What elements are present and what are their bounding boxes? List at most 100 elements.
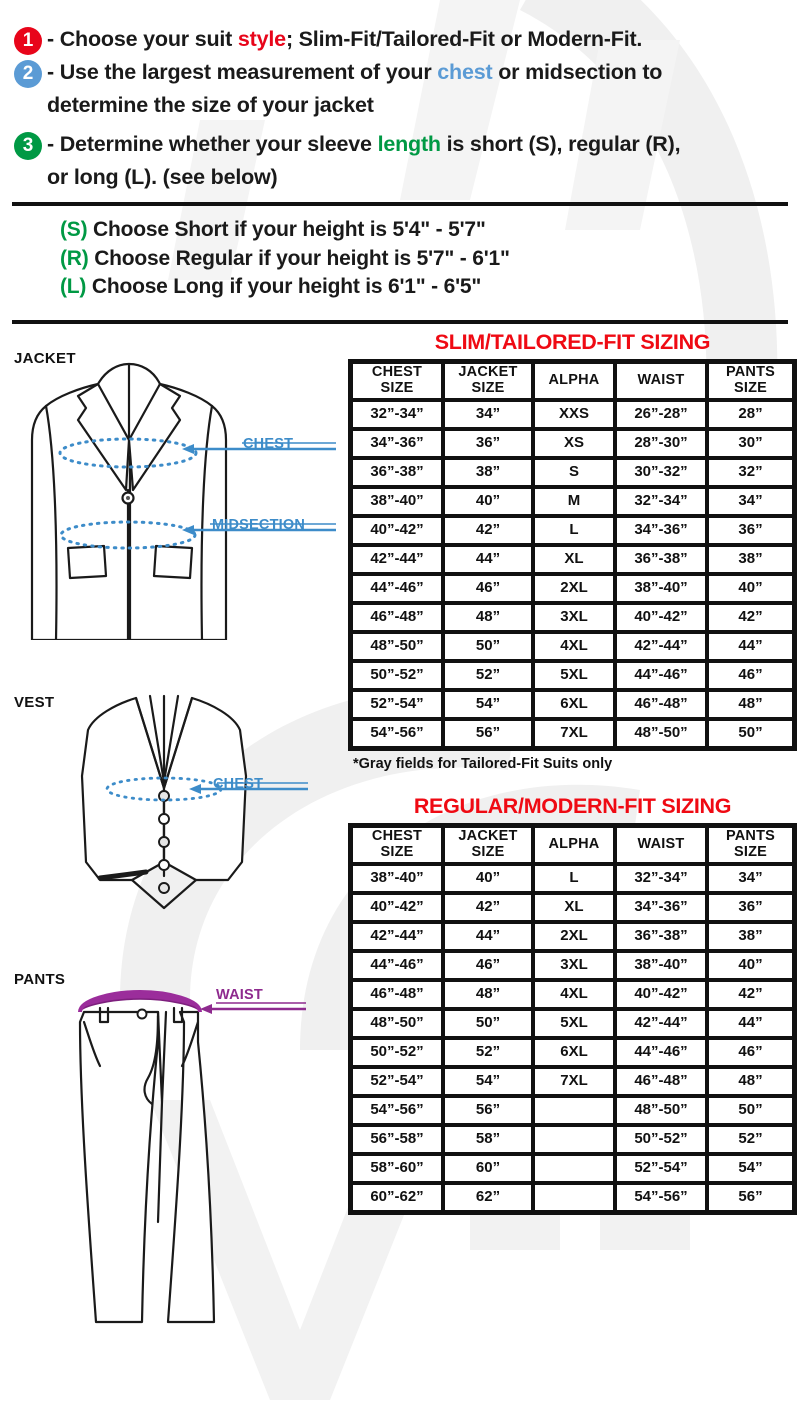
- table-row: 50”-52” 52” 5XL 44”-46” 46”: [351, 660, 794, 690]
- slim-cell-pants-7: 42”: [707, 602, 794, 632]
- regular-cell-chest-2: 42”-44”: [351, 921, 443, 951]
- slim-header-chest-l2: SIZE: [380, 379, 414, 396]
- instruction-2-suffix: or midsection to: [492, 60, 663, 84]
- table-row: 42”-44” 44” 2XL 36”-38” 38”: [351, 921, 794, 951]
- table-row: 44”-46” 46” 2XL 38”-40” 40”: [351, 573, 794, 603]
- regular-cell-chest-0: 38”-40”: [351, 863, 443, 893]
- regular-cell-waist-10: 52”-54”: [615, 1153, 707, 1183]
- slim-cell-alpha-2: S: [533, 457, 615, 487]
- regular-table-title: REGULAR/MODERN-FIT SIZING: [413, 793, 732, 818]
- slim-header-jacket-l1: JACKET: [458, 364, 518, 381]
- regular-cell-pants-11: 56”: [707, 1182, 794, 1212]
- jacket-midsection-label: MIDSECTION: [212, 516, 306, 533]
- jacket-label: JACKET: [14, 349, 76, 367]
- slim-cell-pants-5: 38”: [707, 544, 794, 574]
- regular-cell-alpha-0: L: [533, 863, 615, 893]
- regular-cell-jacket-9: 58”: [443, 1124, 533, 1154]
- vest-label: VEST: [14, 693, 55, 711]
- regular-cell-chest-9: 56”-58”: [351, 1124, 443, 1154]
- regular-modern-fit-table: CHEST SIZE JACKET SIZE ALPHA W: [348, 822, 797, 1215]
- regular-header-jacket-l2: SIZE: [471, 843, 505, 860]
- regular-header-pants-l1: PANTS: [725, 828, 776, 845]
- slim-header-pants-l2: SIZE: [733, 379, 768, 396]
- regular-cell-chest-4: 46”-48”: [351, 979, 443, 1009]
- midsection-measure-ellipse: [59, 520, 197, 550]
- regular-header-alpha: ALPHA: [533, 825, 615, 864]
- sizing-tables: SLIM/TAILORED-FIT SIZING CHEST SIZE JA: [345, 330, 800, 1215]
- regular-cell-pants-5: 44”: [707, 1008, 794, 1038]
- slim-header-alpha: ALPHA: [533, 361, 615, 400]
- regular-cell-chest-7: 52”-54”: [351, 1066, 443, 1096]
- regular-header-chest: CHEST SIZE: [351, 825, 443, 864]
- slim-table-header-row: CHEST SIZE JACKET SIZE ALPHA W: [351, 361, 794, 400]
- instruction-3-continuation-main: or long (L).: [47, 164, 157, 189]
- table-row: 58”-60” 60” 52”-54” 54”: [351, 1153, 794, 1183]
- regular-cell-alpha-11: [533, 1182, 615, 1212]
- table-row: 32”-34” 34” XXS 26”-28” 28”: [351, 399, 794, 429]
- pants-label: PANTS: [14, 970, 66, 988]
- slim-cell-alpha-3: M: [533, 486, 615, 516]
- divider-top: [12, 202, 788, 207]
- regular-cell-jacket-0: 40”: [443, 863, 533, 893]
- regular-cell-alpha-5: 5XL: [533, 1008, 615, 1038]
- regular-cell-alpha-4: 4XL: [533, 979, 615, 1009]
- instruction-step-1: 1 - Choose your suit style; Slim-Fit/Tai…: [14, 24, 786, 55]
- slim-cell-alpha-6: 2XL: [533, 573, 615, 603]
- regular-cell-pants-3: 40”: [707, 950, 794, 980]
- regular-table-body: 38”-40” 40” L 32”-34” 34” 40”-42” 42” XL 34”-36”…: [351, 863, 794, 1212]
- slim-cell-waist-8: 42”-44”: [615, 631, 707, 661]
- slim-cell-chest-7: 46”-48”: [351, 602, 443, 632]
- table-row: 52”-54” 54” 7XL 46”-48” 48”: [351, 1066, 794, 1096]
- vest-chest-label: CHEST: [213, 775, 264, 792]
- table-row: 38”-40” 40” M 32”-34” 34”: [351, 486, 794, 516]
- regular-cell-jacket-3: 46”: [443, 950, 533, 980]
- table-row: 52”-54” 54” 6XL 46”-48” 48”: [351, 689, 794, 719]
- table-row: 60”-62” 62” 54”-56” 56”: [351, 1182, 794, 1212]
- slim-cell-chest-9: 50”-52”: [351, 660, 443, 690]
- regular-cell-jacket-11: 62”: [443, 1182, 533, 1212]
- regular-cell-jacket-2: 44”: [443, 921, 533, 951]
- regular-cell-pants-0: 34”: [707, 863, 794, 893]
- regular-cell-alpha-8: [533, 1095, 615, 1125]
- slim-cell-jacket-3: 40”: [443, 486, 533, 516]
- slim-header-waist: WAIST: [615, 361, 707, 400]
- table-row: 44”-46” 46” 3XL 38”-40” 40”: [351, 950, 794, 980]
- slim-cell-jacket-7: 48”: [443, 602, 533, 632]
- slim-cell-chest-0: 32”-34”: [351, 399, 443, 429]
- instruction-3-highlight: length: [377, 131, 441, 156]
- instruction-1-suffix: ; Slim-Fit/Tailored-Fit or Modern-Fit.: [285, 27, 643, 51]
- height-guide-section: (S) Choose Short if your height is 5'4" …: [0, 206, 800, 310]
- slim-cell-pants-8: 44”: [707, 631, 794, 661]
- slim-cell-pants-10: 48”: [707, 689, 794, 719]
- slim-cell-chest-11: 54”-56”: [351, 718, 443, 748]
- table-row: 40”-42” 42” XL 34”-36” 36”: [351, 892, 794, 922]
- regular-header-alpha-l1: ALPHA: [548, 836, 600, 853]
- pants-waist-arrow-icon: [200, 1001, 306, 1014]
- table-row: 38”-40” 40” L 32”-34” 34”: [351, 863, 794, 893]
- regular-cell-waist-0: 32”-34”: [615, 863, 707, 893]
- slim-cell-waist-7: 40”-42”: [615, 602, 707, 632]
- slim-cell-chest-3: 38”-40”: [351, 486, 443, 516]
- regular-cell-chest-6: 50”-52”: [351, 1037, 443, 1067]
- regular-cell-alpha-9: [533, 1124, 615, 1154]
- slim-header-pants: PANTS SIZE: [707, 361, 794, 400]
- table-row: 48”-50” 50” 4XL 42”-44” 44”: [351, 631, 794, 661]
- instruction-3-suffix: is short (S), regular (R),: [440, 131, 681, 156]
- instruction-step-2-text: - Use the largest measurement of your ch…: [47, 57, 662, 88]
- regular-cell-chest-10: 58”-60”: [351, 1153, 443, 1183]
- slim-cell-chest-1: 34”-36”: [351, 428, 443, 458]
- regular-cell-waist-2: 36”-38”: [615, 921, 707, 951]
- slim-cell-pants-2: 32”: [707, 457, 794, 487]
- slim-header-pants-l1: PANTS: [725, 364, 776, 381]
- jacket-chest-arrow-icon: [182, 441, 336, 454]
- slim-cell-alpha-1: XS: [533, 428, 615, 458]
- slim-header-chest: CHEST SIZE: [351, 361, 443, 400]
- regular-cell-chest-1: 40”-42”: [351, 892, 443, 922]
- slim-tailored-fit-table: CHEST SIZE JACKET SIZE ALPHA W: [348, 358, 797, 751]
- step-number-badge-2: 2: [14, 60, 42, 88]
- regular-cell-waist-11: 54”-56”: [615, 1182, 707, 1212]
- jacket-illustration: [30, 362, 228, 640]
- regular-header-pants: PANTS SIZE: [707, 825, 794, 864]
- slim-cell-jacket-0: 34”: [443, 399, 533, 429]
- regular-cell-alpha-2: 2XL: [533, 921, 615, 951]
